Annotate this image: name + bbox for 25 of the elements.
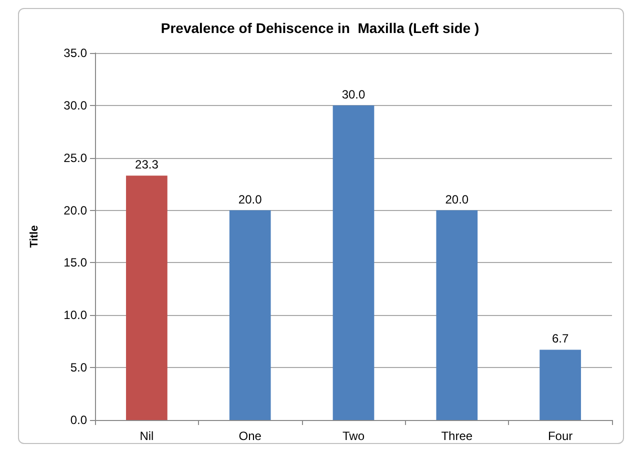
bar [126, 176, 168, 420]
x-tick-label: One [238, 429, 262, 443]
bar [540, 350, 581, 420]
bar [229, 210, 271, 420]
x-tick-label: Four [548, 429, 573, 443]
y-tick-label: 0.0 [70, 413, 88, 427]
data-label: 20.0 [445, 192, 469, 206]
y-tick-label: 15.0 [64, 256, 88, 270]
data-label: 20.0 [238, 192, 262, 206]
data-label: 30.0 [342, 87, 366, 102]
chart-title: Prevalence of Dehiscence in Maxilla (Left side ) [160, 20, 480, 36]
data-label: 23.3 [135, 158, 159, 172]
x-tick-label: Three [441, 429, 473, 443]
x-tick-label: Two [342, 429, 365, 443]
bar [332, 105, 374, 420]
bar [436, 210, 478, 420]
y-axis-title: Title [28, 225, 40, 248]
y-tick-label: 10.0 [64, 308, 88, 322]
y-tick-label: 35.0 [64, 46, 88, 60]
y-tick-label: 20.0 [64, 203, 88, 218]
y-tick-label: 5.0 [70, 360, 88, 375]
y-tick-label: 25.0 [64, 150, 88, 165]
data-label: 6.7 [552, 332, 569, 346]
x-tick-label: Nil [140, 429, 154, 443]
y-tick-label: 30.0 [64, 98, 88, 112]
